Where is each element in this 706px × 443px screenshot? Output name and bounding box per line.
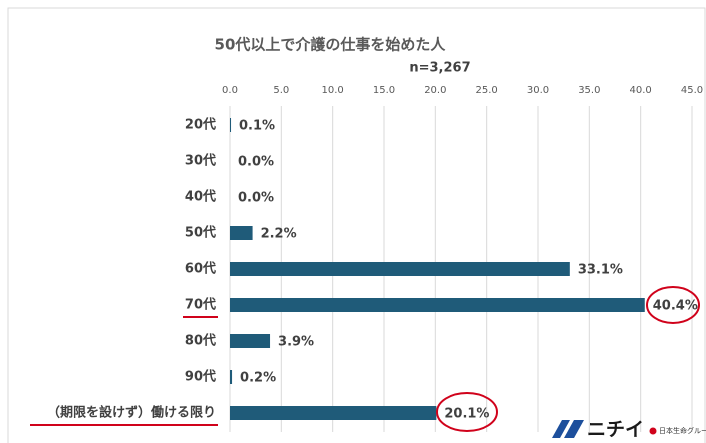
bar bbox=[230, 406, 437, 420]
chart-border bbox=[7, 7, 706, 443]
x-tick-label: 35.0 bbox=[578, 85, 600, 96]
y-tick-label: 70代 bbox=[185, 297, 216, 313]
highlight-circle bbox=[646, 286, 700, 324]
y-tick-label: 50代 bbox=[185, 225, 216, 241]
bar bbox=[230, 226, 253, 240]
bar bbox=[230, 334, 271, 348]
x-tick-label: 5.0 bbox=[273, 85, 289, 96]
brand-group: 日本生命グループ bbox=[659, 426, 706, 435]
data-label: 0.1% bbox=[239, 119, 275, 134]
x-tick-label: 45.0 bbox=[681, 85, 703, 96]
bar bbox=[230, 298, 645, 312]
y-tick-label: 40代 bbox=[185, 189, 216, 205]
data-label: 0.0% bbox=[238, 155, 274, 170]
bar bbox=[230, 370, 233, 384]
y-tick-label: 90代 bbox=[185, 369, 216, 385]
data-label: 0.0% bbox=[238, 191, 274, 206]
brand-name: ニチイ bbox=[587, 419, 644, 441]
data-label: 33.1% bbox=[578, 263, 623, 278]
y-tick-label: （期限を設けず）働ける限り bbox=[47, 405, 216, 421]
bar bbox=[230, 118, 232, 132]
data-label: 0.2% bbox=[240, 371, 276, 386]
logo: ニチイ 日本生命グループ bbox=[552, 419, 706, 441]
plot: 0.0 5.0 10.0 15.0 20.0 25.0 30.0 35.0 40.0 45.0 20… bbox=[47, 85, 703, 432]
data-label: 2.2% bbox=[261, 227, 297, 242]
y-tick-label: 80代 bbox=[185, 333, 216, 349]
x-tick-label: 15.0 bbox=[373, 85, 395, 96]
logo-mark bbox=[564, 420, 584, 438]
data-label: 20.1% bbox=[444, 407, 489, 422]
data-label: 3.9% bbox=[278, 335, 314, 350]
x-tick-label: 25.0 bbox=[476, 85, 498, 96]
x-tick-label: 10.0 bbox=[322, 85, 344, 96]
x-tick-label: 30.0 bbox=[527, 85, 549, 96]
logo-mark bbox=[552, 420, 570, 438]
bar bbox=[230, 262, 570, 276]
x-tick-label: 20.0 bbox=[424, 85, 446, 96]
chart-subtitle: n=3,267 bbox=[409, 61, 470, 76]
x-tick-label: 0.0 bbox=[222, 85, 238, 96]
chart-title: 50代以上で介護の仕事を始めた人 bbox=[215, 36, 447, 54]
y-tick-label: 30代 bbox=[185, 153, 216, 169]
y-tick-label: 60代 bbox=[185, 261, 216, 277]
data-label: 40.4% bbox=[653, 299, 698, 314]
y-tick-label: 20代 bbox=[185, 117, 216, 133]
group-emblem bbox=[649, 427, 657, 435]
highlight-circle bbox=[436, 392, 498, 432]
x-tick-label: 40.0 bbox=[630, 85, 652, 96]
